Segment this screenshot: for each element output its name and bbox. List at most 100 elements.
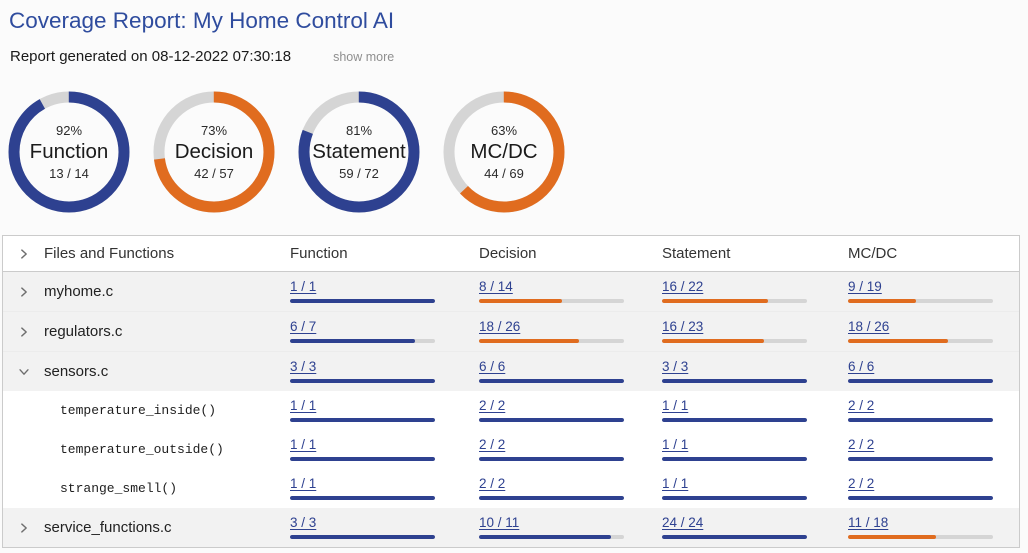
- row-expander[interactable]: [16, 364, 32, 380]
- coverage-bar: [662, 339, 807, 343]
- coverage-bar-fill: [290, 535, 435, 539]
- coverage-value-link[interactable]: 1 / 1: [662, 398, 689, 413]
- coverage-value-link[interactable]: 2 / 2: [479, 398, 506, 413]
- header-cell-files: Files and Functions: [3, 236, 290, 271]
- coverage-value-link[interactable]: 24 / 24: [662, 515, 704, 530]
- coverage-value-link[interactable]: 1 / 1: [662, 476, 689, 491]
- coverage-cell: 18 / 26: [848, 312, 1019, 351]
- coverage-value-link[interactable]: 1 / 1: [662, 437, 689, 452]
- coverage-value-link[interactable]: 6 / 6: [848, 359, 875, 374]
- coverage-bar-fill: [662, 339, 764, 343]
- coverage-value-link[interactable]: 11 / 18: [848, 515, 889, 530]
- donut-ratio: 59 / 72: [339, 166, 379, 181]
- coverage-bar-fill: [479, 496, 624, 500]
- coverage-value-link[interactable]: 16 / 23: [662, 319, 704, 334]
- coverage-cell: 1 / 1: [290, 430, 479, 469]
- coverage-value-link[interactable]: 8 / 14: [479, 279, 513, 294]
- coverage-value-link[interactable]: 2 / 2: [848, 398, 875, 413]
- coverage-bar-fill: [479, 535, 611, 539]
- chevron-right-icon: [21, 326, 27, 337]
- coverage-cell: 10 / 11: [479, 508, 662, 547]
- file-name[interactable]: myhome.c: [44, 283, 114, 300]
- coverage-cell: 1 / 1: [290, 272, 479, 311]
- coverage-bar: [848, 418, 993, 422]
- function-name[interactable]: temperature_outside(): [60, 442, 224, 457]
- coverage-bar-fill: [662, 418, 807, 422]
- coverage-value-link[interactable]: 2 / 2: [848, 437, 875, 452]
- coverage-value-link[interactable]: 9 / 19: [848, 279, 882, 294]
- name-cell: regulators.c: [3, 312, 290, 351]
- file-name[interactable]: service_functions.c: [44, 519, 172, 536]
- chevron-right-icon: [21, 522, 27, 533]
- coverage-bar-fill: [662, 535, 807, 539]
- coverage-value-link[interactable]: 10 / 11: [479, 515, 520, 530]
- coverage-value-link[interactable]: 2 / 2: [848, 476, 875, 491]
- column-header: Statement: [662, 245, 731, 262]
- row-expander[interactable]: [16, 520, 32, 536]
- donut-label: Statement: [312, 140, 406, 163]
- chevron-down-icon: [19, 368, 29, 375]
- function-name[interactable]: temperature_inside(): [60, 403, 217, 418]
- coverage-cell: 2 / 2: [479, 469, 662, 508]
- coverage-bar: [848, 339, 993, 343]
- coverage-bar-fill: [290, 379, 435, 383]
- row-expander[interactable]: [16, 284, 32, 300]
- coverage-value-link[interactable]: 1 / 1: [290, 398, 317, 413]
- coverage-value-link[interactable]: 16 / 22: [662, 279, 704, 294]
- donut-percent: 81%: [345, 123, 373, 138]
- coverage-bar: [290, 418, 435, 422]
- function-name[interactable]: strange_smell(): [60, 481, 178, 496]
- coverage-cell: 18 / 26: [479, 312, 662, 351]
- row-expander[interactable]: [16, 324, 32, 340]
- coverage-value-link[interactable]: 2 / 2: [479, 476, 506, 491]
- coverage-cell: 2 / 2: [479, 430, 662, 469]
- coverage-value-link[interactable]: 6 / 6: [479, 359, 506, 374]
- coverage-bar: [848, 457, 993, 461]
- coverage-bar: [290, 457, 435, 461]
- coverage-bar: [848, 496, 993, 500]
- coverage-value-link[interactable]: 1 / 1: [290, 476, 317, 491]
- coverage-value-link[interactable]: 3 / 3: [662, 359, 689, 374]
- file-name[interactable]: regulators.c: [44, 323, 123, 340]
- coverage-value-link[interactable]: 18 / 26: [848, 319, 890, 334]
- file-name[interactable]: sensors.c: [44, 363, 109, 380]
- coverage-bar-fill: [848, 457, 993, 461]
- coverage-bar: [848, 299, 993, 303]
- donut-label: Decision: [174, 140, 254, 163]
- coverage-bar-fill: [479, 379, 624, 383]
- coverage-value-link[interactable]: 6 / 7: [290, 319, 317, 334]
- coverage-value-link[interactable]: 2 / 2: [479, 437, 506, 452]
- coverage-table: Files and Functions Function Decision State…: [2, 235, 1020, 548]
- table-row: strange_smell() 1 / 1 2 / 2 1 / 1 2 / 2: [3, 469, 1019, 508]
- coverage-cell: 6 / 6: [848, 352, 1019, 391]
- coverage-bar-fill: [290, 418, 435, 422]
- coverage-cell: 1 / 1: [662, 391, 848, 430]
- donut-statement: 81% Statement 59 / 72: [298, 91, 420, 213]
- coverage-bar-fill: [848, 418, 993, 422]
- table-header-row: Files and Functions Function Decision State…: [3, 236, 1019, 272]
- donut-percent: 92%: [55, 123, 83, 138]
- donut-function: 92% Function 13 / 14: [8, 91, 130, 213]
- donut-ring-function: [8, 91, 130, 213]
- show-more-link[interactable]: show more: [333, 50, 395, 64]
- coverage-bar: [290, 535, 435, 539]
- donut-label: MC/DC: [470, 140, 538, 163]
- name-cell: strange_smell(): [3, 469, 290, 508]
- donut-ratio: 13 / 14: [49, 166, 89, 181]
- table-row: regulators.c 6 / 7 18 / 26 16 / 23 18 / 26: [3, 311, 1019, 351]
- coverage-bar: [848, 379, 993, 383]
- coverage-value-link[interactable]: 1 / 1: [290, 279, 317, 294]
- coverage-bar: [290, 339, 435, 343]
- coverage-value-link[interactable]: 1 / 1: [290, 437, 317, 452]
- donut-label: Function: [29, 140, 109, 163]
- coverage-bar: [290, 299, 435, 303]
- coverage-cell: 1 / 1: [290, 469, 479, 508]
- coverage-value-link[interactable]: 18 / 26: [479, 319, 521, 334]
- coverage-cell: 11 / 18: [848, 508, 1019, 547]
- coverage-bar: [479, 496, 624, 500]
- name-cell: sensors.c: [3, 352, 290, 391]
- expand-all-chevron[interactable]: [16, 246, 32, 262]
- coverage-value-link[interactable]: 3 / 3: [290, 515, 317, 530]
- coverage-bar: [479, 418, 624, 422]
- coverage-value-link[interactable]: 3 / 3: [290, 359, 317, 374]
